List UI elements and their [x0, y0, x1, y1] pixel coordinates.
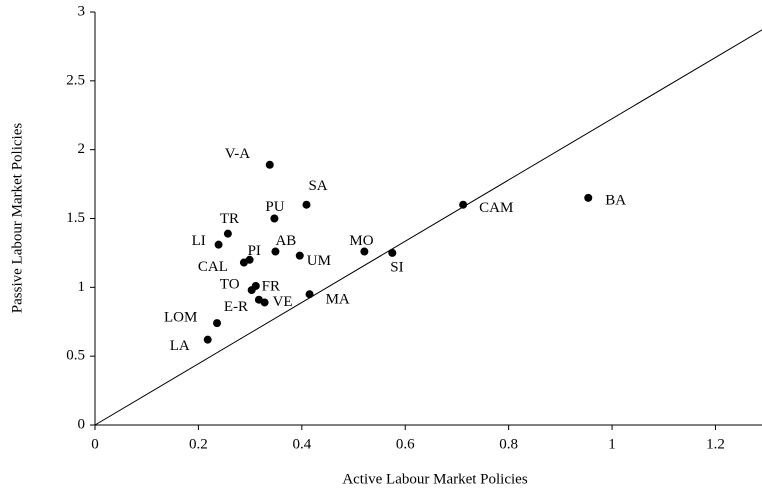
y-tick-label: 1.5 [66, 210, 85, 226]
point-label: PI [248, 243, 261, 259]
point-label: TO [220, 276, 240, 292]
point [305, 290, 314, 299]
point-label: TR [220, 211, 239, 227]
point-label: LOM [164, 310, 197, 326]
point [223, 229, 232, 238]
point [203, 335, 212, 344]
x-tick-label: 0.2 [189, 436, 208, 452]
y-tick-label: 1 [78, 279, 86, 295]
point [247, 286, 256, 295]
point-label: CAL [198, 259, 228, 275]
point [265, 160, 274, 169]
point-label: LA [170, 338, 190, 354]
point-label: SI [390, 259, 403, 275]
point-label: LI [192, 233, 206, 249]
point [584, 193, 593, 202]
point [239, 258, 248, 267]
x-tick-label: 0.4 [292, 436, 311, 452]
reference-line [94, 29, 762, 426]
point-label: UM [307, 253, 331, 269]
y-tick-label: 0.5 [66, 348, 85, 364]
point [214, 240, 223, 249]
point-label: V-A [225, 146, 250, 162]
point [295, 251, 304, 260]
x-axis-label: Active Labour Market Policies [342, 471, 528, 487]
point-label: SA [308, 178, 327, 194]
point-label: MA [326, 292, 350, 308]
point [213, 319, 222, 328]
x-tick-label: 0.6 [396, 436, 415, 452]
point [270, 214, 279, 223]
point [271, 247, 280, 256]
y-tick-label: 3 [78, 3, 86, 19]
y-tick-label: 2 [78, 141, 86, 157]
point [260, 298, 269, 307]
x-tick-label: 1.2 [706, 436, 725, 452]
point [360, 247, 369, 256]
point [388, 248, 397, 257]
point-label: CAM [479, 200, 513, 216]
y-tick-label: 2.5 [66, 72, 85, 88]
point [302, 200, 311, 209]
point-label: FR [262, 279, 280, 295]
point-label: VE [273, 294, 293, 310]
point-label: AB [275, 233, 296, 249]
point-label: PU [265, 199, 284, 215]
x-tick-label: 0.8 [499, 436, 518, 452]
point-label: E-R [224, 299, 248, 315]
point-label: BA [605, 192, 626, 208]
point [459, 200, 468, 209]
y-axis-label: Passive Labour Market Policies [9, 123, 25, 314]
x-tick-label: 1 [608, 436, 616, 452]
y-tick-label: 0 [78, 416, 86, 432]
x-tick-label: 0 [91, 436, 99, 452]
point-label: MO [349, 233, 373, 249]
